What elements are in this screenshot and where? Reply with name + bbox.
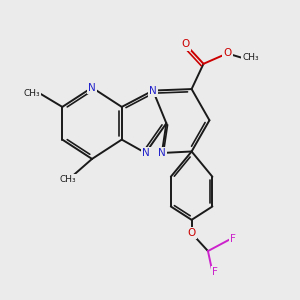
Text: N: N: [142, 148, 149, 158]
Text: N: N: [158, 148, 166, 158]
Text: O: O: [223, 48, 231, 59]
Text: F: F: [212, 267, 218, 277]
Text: F: F: [230, 234, 236, 244]
Text: CH₃: CH₃: [242, 53, 259, 62]
Text: N: N: [88, 82, 96, 93]
Text: N: N: [149, 85, 157, 96]
Text: O: O: [188, 228, 196, 238]
Text: CH₃: CH₃: [23, 89, 40, 98]
Text: CH₃: CH₃: [60, 175, 76, 184]
Text: O: O: [182, 40, 190, 50]
